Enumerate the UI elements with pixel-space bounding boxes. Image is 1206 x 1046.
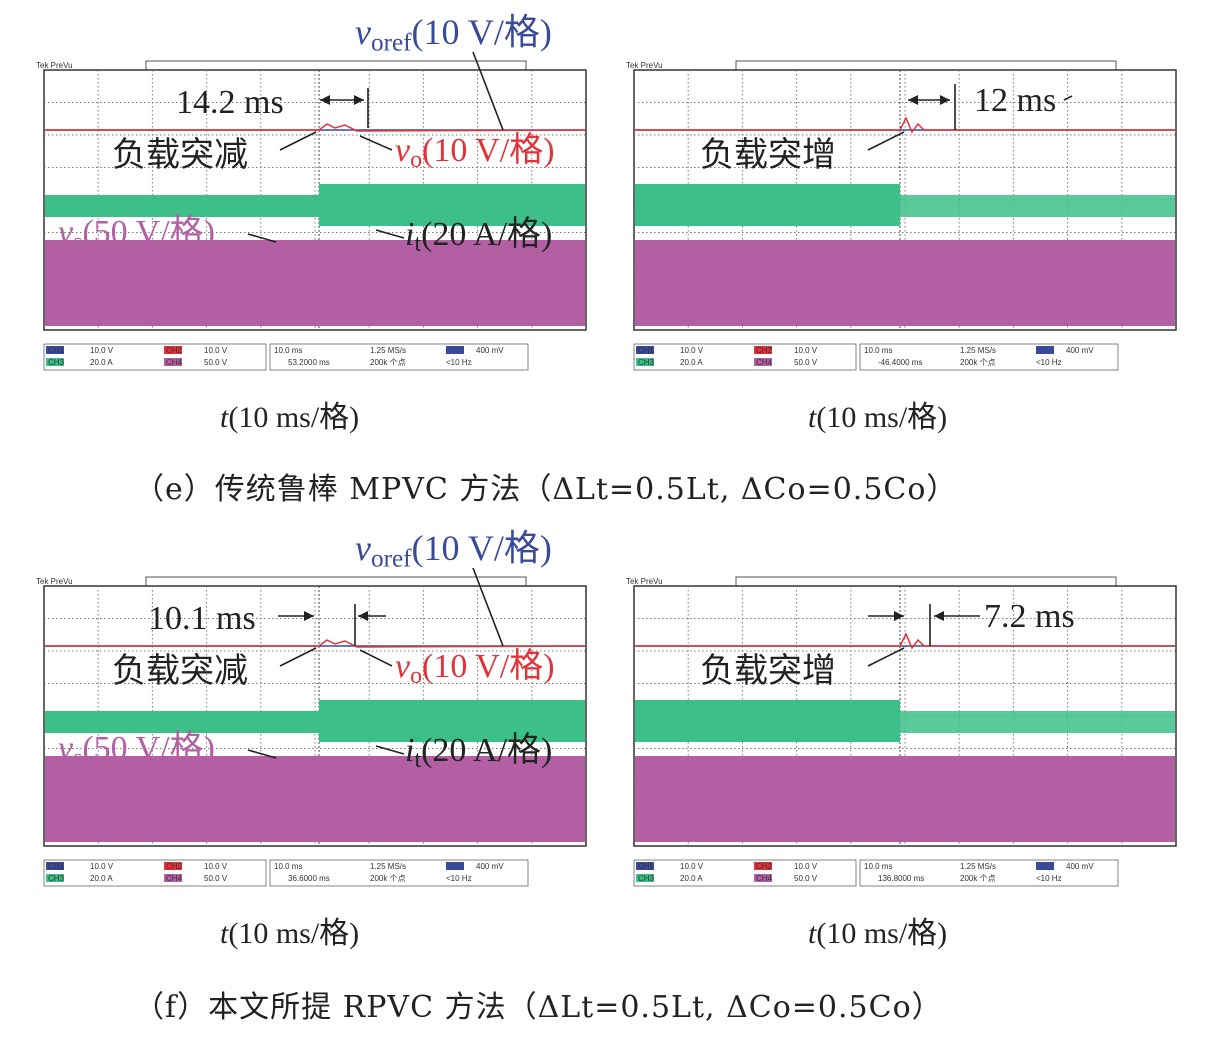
- scope-brand: Tek PreVu: [36, 61, 73, 70]
- svg-text:-46.4000 ms: -46.4000 ms: [878, 358, 922, 367]
- voref-label-f: voref(10 V/格): [355, 528, 552, 573]
- svg-text:10.0 ms: 10.0 ms: [864, 346, 892, 355]
- it-label-f: it(20 A/格): [405, 732, 553, 773]
- time-label-e-right: 12 ms: [974, 82, 1057, 119]
- time-label-f-right: 7.2 ms: [984, 598, 1075, 635]
- load-decrease-label-e: 负载突减: [112, 135, 248, 175]
- svg-text:10.0 V: 10.0 V: [794, 346, 818, 355]
- vs-trace: [45, 756, 585, 842]
- caption-f: （f）本文所提 RPVC 方法（ΔLt=0.5Lt, ΔCo=0.5Co）: [134, 990, 943, 1025]
- svg-text:CH2: CH2: [166, 346, 183, 355]
- svg-text:CH3: CH3: [638, 358, 655, 367]
- svg-text:10.0 ms: 10.0 ms: [274, 862, 302, 871]
- scope-e-right: Tek PreVu CH1 CH3 CH2 CH4 10.0 V 20.0 A 10.0 V 5…: [624, 58, 1184, 373]
- xaxis-f-left: t(10 ms/格): [220, 917, 360, 950]
- svg-text:CH2: CH2: [756, 346, 773, 355]
- svg-text:10.0 V: 10.0 V: [90, 346, 114, 355]
- svg-text:20.0 A: 20.0 A: [90, 874, 113, 883]
- svg-text:10.0 V: 10.0 V: [680, 346, 704, 355]
- load-decrease-label-f: 负载突减: [112, 651, 248, 691]
- it-label-e: it(20 A/格): [405, 216, 553, 257]
- scope-info-bar: CH1 CH3 CH2 CH4 10.0 V 20.0 A 10.0 V 50.0 V 10.0…: [633, 343, 1119, 371]
- svg-text:200k 个点: 200k 个点: [960, 358, 996, 367]
- svg-text:<10 Hz: <10 Hz: [446, 358, 472, 367]
- record-bar: [735, 60, 1117, 71]
- svg-text:CH1: CH1: [48, 346, 65, 355]
- svg-text:400 mV: 400 mV: [476, 346, 504, 355]
- vo-label-f: vo(10 V/格): [395, 648, 555, 689]
- it-trace: [45, 700, 585, 742]
- it-trace: [635, 700, 1175, 742]
- vs-trace: [635, 756, 1175, 842]
- xaxis-f-right: t(10 ms/格): [808, 917, 948, 950]
- load-increase-label-e: 负载突增: [700, 135, 836, 175]
- svg-text:1.25 MS/s: 1.25 MS/s: [370, 346, 406, 355]
- svg-text:20.0 A: 20.0 A: [680, 358, 703, 367]
- svg-text:1.25 MS/s: 1.25 MS/s: [370, 862, 406, 871]
- svg-text:CH4: CH4: [756, 358, 773, 367]
- scope-brand: Tek PreVu: [36, 577, 73, 586]
- load-increase-label-f: 负载突增: [700, 651, 836, 691]
- vs-trace: [45, 240, 585, 326]
- vs-trace: [635, 240, 1175, 326]
- vs-label-f: vs(50 V/格): [58, 730, 215, 771]
- svg-text:400 mV: 400 mV: [476, 862, 504, 871]
- scope-e-right-svg: Tek PreVu CH1 CH3 CH2 CH4 10.0 V 20.0 A 10.0 V 5…: [626, 60, 1177, 371]
- record-bar: [145, 576, 527, 587]
- svg-text:36.6000 ms: 36.6000 ms: [288, 874, 330, 883]
- svg-text:CH4: CH4: [166, 874, 183, 883]
- svg-text:<10 Hz: <10 Hz: [1036, 358, 1062, 367]
- svg-text:CH1: CH1: [48, 862, 65, 871]
- svg-text:10.0 V: 10.0 V: [204, 862, 228, 871]
- svg-text:10.0 ms: 10.0 ms: [274, 346, 302, 355]
- vo-trace: [45, 123, 586, 132]
- svg-text:400 mV: 400 mV: [1066, 346, 1094, 355]
- svg-text:CH4: CH4: [166, 358, 183, 367]
- svg-text:10.0 V: 10.0 V: [204, 346, 228, 355]
- svg-text:200k 个点: 200k 个点: [370, 874, 406, 883]
- scope-brand: Tek PreVu: [626, 61, 663, 70]
- xaxis-e-left: t(10 ms/格): [220, 401, 360, 434]
- svg-text:CH3: CH3: [48, 874, 65, 883]
- svg-text:<10 Hz: <10 Hz: [446, 874, 472, 883]
- svg-text:CH2: CH2: [166, 862, 183, 871]
- scope-info-bar: CH1 CH3 CH2 CH4 10.0 V 20.0 A 10.0 V 50.0 V 10.0…: [43, 343, 529, 371]
- svg-text:CH1: CH1: [638, 346, 655, 355]
- scope-brand: Tek PreVu: [626, 577, 663, 586]
- vo-label-e: vo(10 V/格): [395, 132, 555, 173]
- svg-text:CH3: CH3: [48, 358, 65, 367]
- record-bar: [145, 60, 527, 71]
- svg-text:50.0 V: 50.0 V: [794, 358, 818, 367]
- svg-text:200k 个点: 200k 个点: [370, 358, 406, 367]
- svg-text:1.25 MS/s: 1.25 MS/s: [960, 346, 996, 355]
- svg-text:50.0 V: 50.0 V: [204, 874, 228, 883]
- xaxis-e-right: t(10 ms/格): [808, 401, 948, 434]
- record-bar: [735, 576, 1117, 587]
- vo-trace: [635, 632, 1175, 650]
- it-trace: [45, 184, 585, 226]
- it-trace: [635, 184, 1175, 226]
- svg-text:20.0 A: 20.0 A: [90, 358, 113, 367]
- vo-trace: [635, 116, 1175, 134]
- scope-info-bar: CH1 CH3 CH2 CH4 10.0 V 20.0 A 10.0 V 50.0 V 10.0…: [43, 859, 529, 887]
- time-label-f-left: 10.1 ms: [148, 600, 256, 637]
- time-label-e-left: 14.2 ms: [176, 84, 284, 121]
- svg-text:50.0 V: 50.0 V: [204, 358, 228, 367]
- vs-label-e: vs(50 V/格): [58, 214, 215, 255]
- voref-label-e: voref(10 V/格): [355, 12, 552, 57]
- svg-text:10.0 V: 10.0 V: [90, 862, 114, 871]
- vo-trace: [45, 639, 586, 648]
- caption-e: （e）传统鲁棒 MPVC 方法（ΔLt=0.5Lt, ΔCo=0.5Co）: [134, 472, 958, 507]
- svg-text:53.2000 ms: 53.2000 ms: [288, 358, 330, 367]
